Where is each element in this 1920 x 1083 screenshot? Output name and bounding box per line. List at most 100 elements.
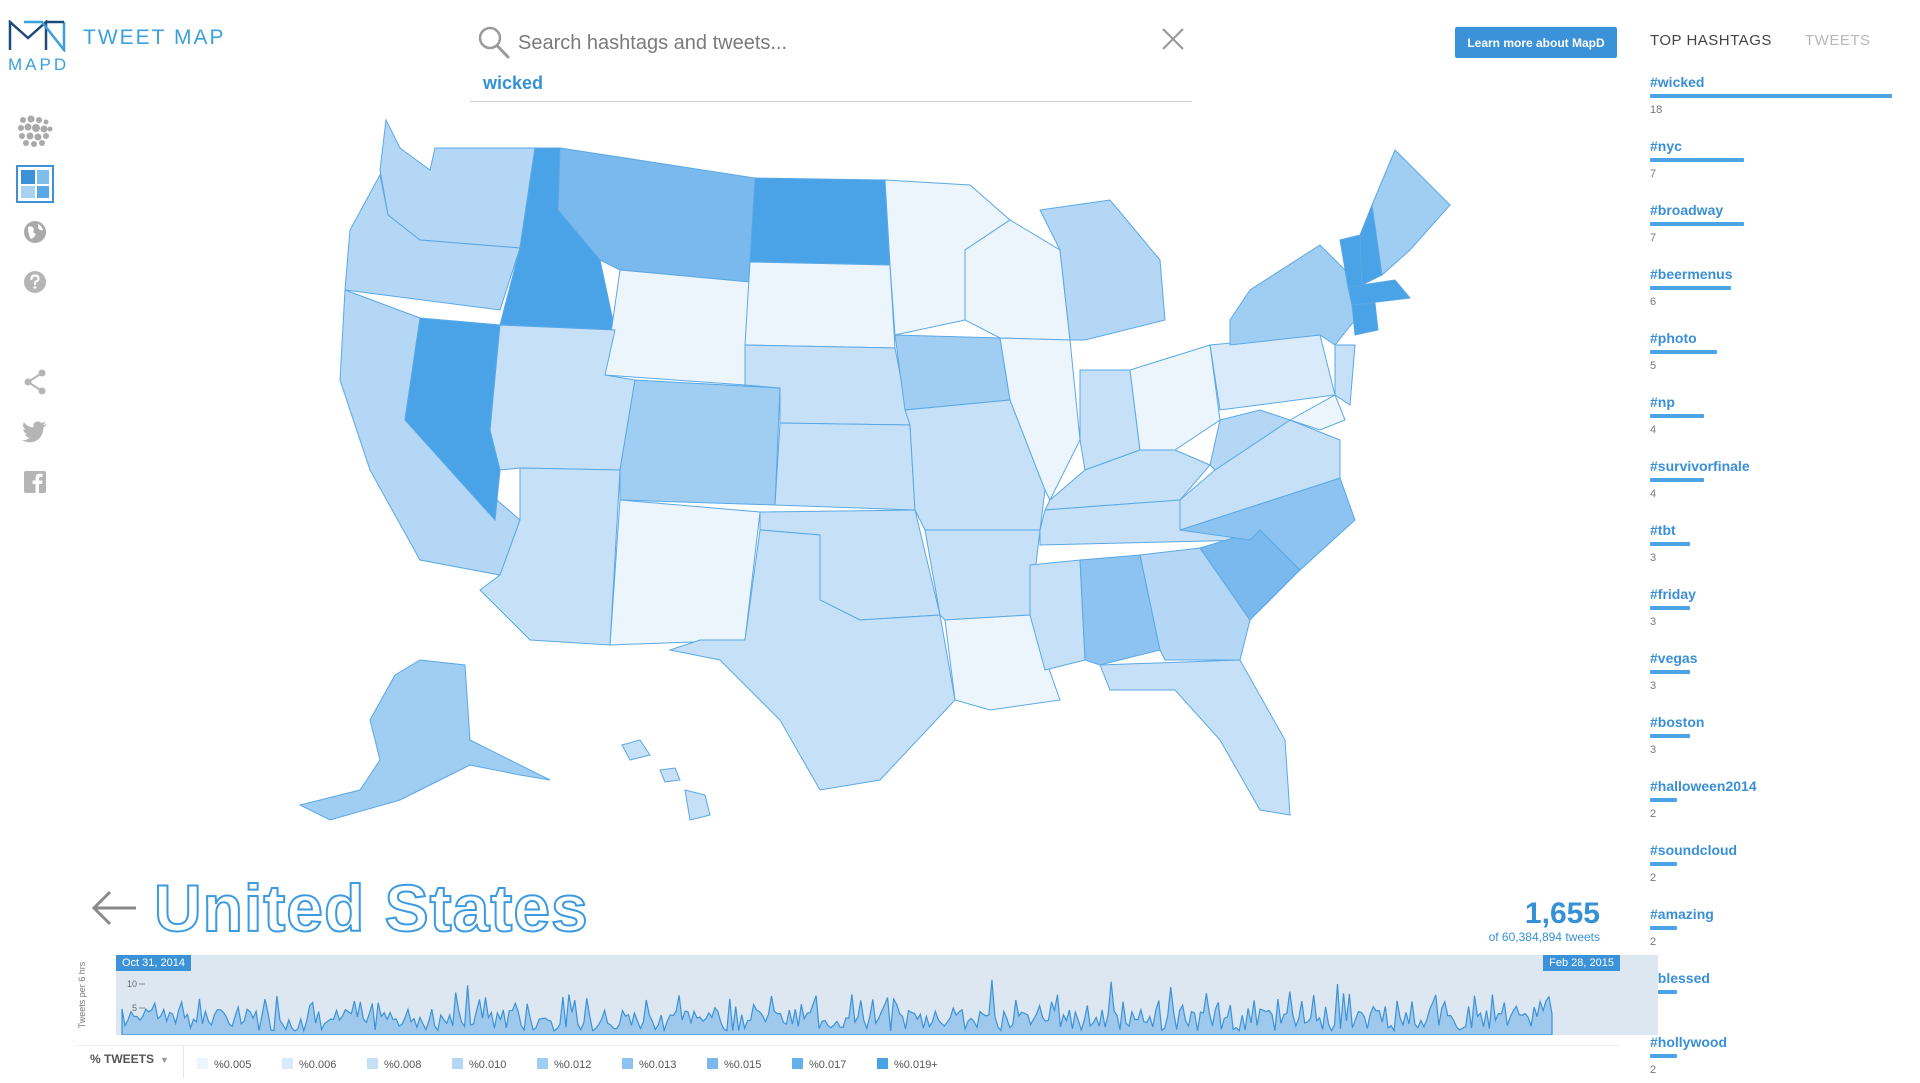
timeline: Tweets per 6 hrs 10 5 Oct 31, 2014 Feb 2… xyxy=(75,955,1658,1035)
state-fl[interactable] xyxy=(1099,659,1291,816)
hashtag-label: #halloween2014 xyxy=(1650,778,1757,794)
state-pa[interactable] xyxy=(1209,334,1336,411)
legend-divider xyxy=(183,1046,184,1078)
state-wv[interactable] xyxy=(1209,409,1292,471)
share-button[interactable] xyxy=(15,362,55,402)
hashtag-bar xyxy=(1650,862,1677,866)
state-hi-island[interactable] xyxy=(659,767,681,783)
hashtag-bar xyxy=(1650,286,1731,290)
hashtag-bar xyxy=(1650,222,1744,226)
hashtag-label: #boston xyxy=(1650,714,1705,730)
state-hi-island[interactable] xyxy=(684,789,711,821)
state-ak[interactable] xyxy=(298,659,551,821)
search-bar: wicked xyxy=(470,20,1192,102)
timeline-ylabel: Tweets per 6 hrs xyxy=(77,961,87,1028)
hashtag-label: #soundcloud xyxy=(1650,842,1738,858)
world-button[interactable] xyxy=(15,212,55,252)
state-ma[interactable] xyxy=(1347,279,1411,306)
state-me[interactable] xyxy=(1371,149,1451,276)
facebook-button[interactable] xyxy=(15,462,55,502)
brand-logo[interactable]: MAPD xyxy=(8,19,68,75)
state-ia[interactable] xyxy=(894,334,1011,411)
choropleth-view-button[interactable] xyxy=(15,164,55,204)
hashtag-item[interactable]: #tbt 3 xyxy=(1650,522,1900,582)
state-ms[interactable] xyxy=(1029,559,1086,671)
learn-more-button[interactable]: Learn more about MapD xyxy=(1455,27,1617,58)
state-ks[interactable] xyxy=(774,422,916,511)
hashtag-count: 7 xyxy=(1650,232,1657,244)
state-nj[interactable] xyxy=(1334,344,1356,406)
state-mi[interactable] xyxy=(1039,199,1166,341)
hashtag-count: 7 xyxy=(1650,168,1657,180)
legend-metric-select[interactable]: % TWEETS ▼ xyxy=(90,1052,169,1076)
us-choropleth-map[interactable] xyxy=(235,110,1475,830)
tab-tweets[interactable]: TWEETS xyxy=(1805,32,1871,49)
hashtag-item[interactable]: #np 4 xyxy=(1650,394,1900,454)
hashtag-count: 2 xyxy=(1650,872,1657,884)
legend-label: %0.006 xyxy=(299,1059,337,1071)
close-icon[interactable] xyxy=(1160,26,1186,52)
timeline-end-date[interactable]: Feb 28, 2015 xyxy=(1543,955,1620,971)
legend-item: %0.019+ xyxy=(877,1058,938,1072)
legend-swatch xyxy=(622,1058,633,1069)
hashtag-label: #blessed xyxy=(1650,970,1710,986)
hashtag-item[interactable]: #wicked 18 xyxy=(1650,74,1900,134)
state-az[interactable] xyxy=(479,467,621,646)
search-input[interactable] xyxy=(518,28,1098,58)
timeline-chart[interactable] xyxy=(116,955,1658,1035)
hashtag-item[interactable]: #hollywood 2 xyxy=(1650,1034,1900,1083)
state-hi-island[interactable] xyxy=(621,739,651,761)
state-sd[interactable] xyxy=(744,261,896,349)
timeline-start-date[interactable]: Oct 31, 2014 xyxy=(116,955,191,971)
tab-top-hashtags[interactable]: TOP HASHTAGS xyxy=(1650,32,1772,49)
state-ct[interactable] xyxy=(1351,302,1379,336)
hashtag-item[interactable]: #blessed2 xyxy=(1650,970,1900,1030)
search-icon xyxy=(478,26,510,59)
state-wy[interactable] xyxy=(604,269,751,386)
state-ny[interactable] xyxy=(1229,244,1356,346)
hashtag-item[interactable]: #vegas 3 xyxy=(1650,650,1900,710)
hashtag-item[interactable]: #boston 3 xyxy=(1650,714,1900,774)
hashtag-item[interactable]: #soundcloud 2 xyxy=(1650,842,1900,902)
hashtag-item[interactable]: #beermenus 6 xyxy=(1650,266,1900,326)
points-view-button[interactable] xyxy=(15,112,55,152)
hashtag-count: 3 xyxy=(1650,744,1657,756)
help-button[interactable] xyxy=(15,262,55,302)
state-ar[interactable] xyxy=(924,529,1041,621)
legend-swatch xyxy=(537,1058,548,1069)
legend-item: %0.015 xyxy=(707,1058,761,1072)
state-md[interactable] xyxy=(1288,394,1346,431)
legend-item: %0.010 xyxy=(452,1058,506,1072)
hashtag-label: #beermenus xyxy=(1650,266,1733,282)
hashtag-count: 3 xyxy=(1650,552,1657,564)
hashtag-item[interactable]: #nyc 7 xyxy=(1650,138,1900,198)
hashtag-item[interactable]: #amazing 2 xyxy=(1650,906,1900,966)
hashtag-bar xyxy=(1650,926,1677,930)
state-oh[interactable] xyxy=(1129,344,1221,451)
timeline-ylabel-text: Tweets per 6 hrs xyxy=(77,961,87,1028)
hashtag-item[interactable]: #broadway 7 xyxy=(1650,202,1900,262)
state-nd[interactable] xyxy=(749,177,891,266)
legend-item: %0.013 xyxy=(622,1058,676,1072)
twitter-button[interactable] xyxy=(15,412,55,452)
ytick-5: 5 xyxy=(132,1003,137,1013)
hashtag-bar xyxy=(1650,798,1677,802)
hashtag-item[interactable]: #survivorfinale 4 xyxy=(1650,458,1900,518)
active-search-term[interactable]: wicked xyxy=(483,73,544,93)
state-nm[interactable] xyxy=(609,499,761,646)
state-la[interactable] xyxy=(944,614,1061,711)
state-al[interactable] xyxy=(1079,554,1161,666)
points-view-icon xyxy=(18,115,53,147)
hashtag-bar xyxy=(1650,158,1744,162)
state-co[interactable] xyxy=(619,379,781,506)
choropleth-view-icon xyxy=(16,165,54,203)
back-arrow-icon[interactable] xyxy=(90,884,138,932)
hashtag-item[interactable]: #photo 5 xyxy=(1650,330,1900,390)
hashtag-bar xyxy=(1650,94,1892,98)
hashtag-item[interactable]: #halloween2014 2 xyxy=(1650,778,1900,838)
state-or[interactable] xyxy=(344,173,521,311)
hashtag-bar xyxy=(1650,734,1690,738)
hashtag-count: 5 xyxy=(1650,360,1657,372)
state-tx[interactable] xyxy=(668,529,956,791)
hashtag-item[interactable]: #friday 3 xyxy=(1650,586,1900,646)
